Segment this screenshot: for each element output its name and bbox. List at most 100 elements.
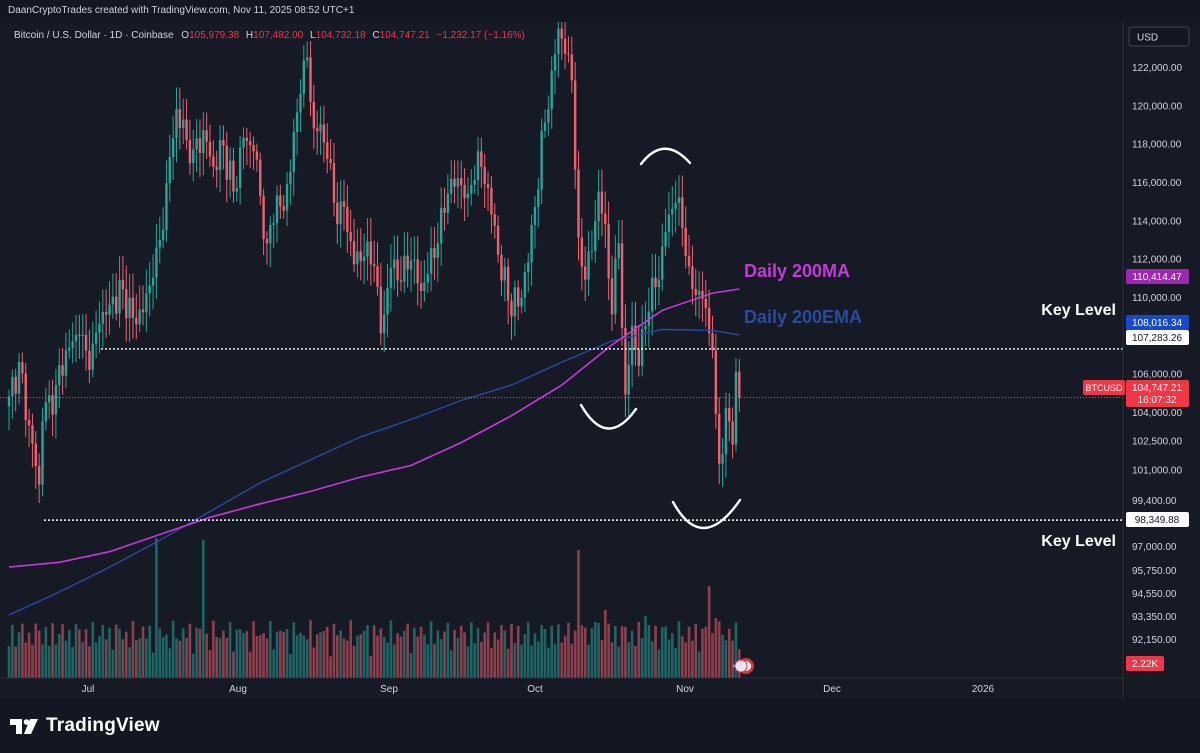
candle-body: [433, 248, 436, 258]
candle-body: [359, 251, 362, 262]
candle-body: [322, 124, 326, 143]
time-axis[interactable]: Jul Aug Sep Oct Nov Dec 2026: [82, 684, 995, 695]
candle-body: [403, 255, 406, 282]
candle-body: [316, 128, 319, 132]
price-tick-label: 101,000.00: [1132, 465, 1182, 476]
volume-bar: [41, 644, 44, 678]
volume-bar: [68, 630, 71, 678]
candle-body: [573, 80, 577, 170]
volume-bar: [346, 640, 349, 678]
ema-price-badge: 108,016.34: [1132, 318, 1182, 329]
volume-bar: [523, 633, 527, 678]
volume-bar: [342, 638, 346, 678]
candle: [550, 56, 553, 129]
volume-bar: [436, 630, 440, 678]
candle-body: [476, 151, 480, 181]
candle: [208, 124, 212, 167]
candle-body: [728, 408, 731, 422]
price-axis[interactable]: 122,000.00 120,000.00 118,000.00 116,000.00…: [1132, 63, 1182, 646]
price-tick-label: 104,000.00: [1132, 408, 1182, 419]
candle-body: [644, 325, 647, 330]
candle-body: [24, 373, 27, 420]
volume-bar: [593, 622, 597, 678]
footer: TradingView: [0, 699, 1200, 753]
volume-bar: [161, 636, 165, 678]
volume-bar: [677, 621, 681, 678]
volume-bar: [654, 625, 657, 678]
volume-bar: [463, 632, 466, 678]
volume-bar: [235, 629, 239, 678]
tradingview-logo[interactable]: TradingView: [10, 715, 160, 737]
volume-bar: [81, 641, 84, 678]
volume-bar: [520, 644, 523, 678]
candle-body: [88, 350, 91, 370]
ma200-annotation: Daily 200MA: [744, 261, 850, 281]
candle-body: [319, 124, 322, 132]
volume-bar: [476, 628, 480, 678]
candle: [249, 131, 252, 168]
volume-bar: [419, 626, 423, 678]
candle: [218, 124, 222, 193]
volume-bar: [376, 635, 379, 678]
volume-bar: [128, 647, 131, 678]
volume-bar: [470, 622, 473, 678]
candle: [275, 185, 279, 243]
volume-bar: [121, 639, 125, 678]
currency-button[interactable]: USD: [1137, 33, 1158, 44]
volume-bar: [118, 628, 121, 678]
candle-body: [704, 298, 707, 308]
volume-bar: [372, 625, 376, 678]
candle-body: [640, 329, 644, 366]
volume-bar: [289, 653, 292, 678]
candle-body: [687, 256, 691, 267]
volume-bar: [332, 623, 336, 678]
candle: [460, 160, 463, 209]
candle-body: [78, 334, 81, 336]
volume-bar: [255, 635, 259, 678]
candle-body: [195, 138, 198, 150]
volume-bar: [356, 635, 359, 678]
candle: [171, 116, 175, 180]
candle: [185, 98, 188, 150]
chart-area[interactable]: Daily 200MA Daily 200EMA Key Level Key L…: [0, 22, 1200, 699]
candle: [121, 256, 125, 310]
candle-body: [610, 278, 614, 315]
candle: [245, 127, 249, 166]
volume-bar: [64, 640, 68, 678]
candle-body: [711, 333, 714, 351]
volume-bar: [607, 623, 610, 678]
candle-body: [607, 224, 610, 279]
price-tick-label: 122,000.00: [1132, 63, 1182, 74]
candle-body: [11, 376, 14, 397]
candle-body: [537, 189, 540, 207]
chart-svg[interactable]: Daily 200MA Daily 200EMA Key Level Key L…: [0, 22, 1200, 699]
candle-body: [188, 139, 192, 164]
candle: [590, 230, 594, 261]
candle-body: [84, 334, 88, 351]
currency-button-bg[interactable]: [1128, 26, 1190, 47]
candle: [610, 255, 614, 331]
candle-body: [128, 297, 131, 319]
candle: [339, 180, 342, 248]
candle: [252, 136, 255, 170]
candle: [413, 236, 416, 285]
candle: [671, 186, 674, 237]
candle: [299, 79, 302, 133]
left-cup-drawing: [579, 403, 638, 430]
volume-bar: [547, 647, 550, 678]
events-icon[interactable]: [733, 658, 754, 674]
candle-body: [362, 256, 366, 262]
candle-body: [64, 350, 68, 376]
candle: [681, 175, 684, 247]
time-tick-label: Aug: [229, 684, 247, 695]
volume-bar: [24, 642, 28, 678]
volume-bar: [459, 625, 463, 678]
candle: [587, 231, 590, 296]
volume-bar: [57, 633, 61, 678]
volume-bar: [533, 633, 537, 678]
candle-body: [714, 350, 718, 414]
candle: [88, 329, 91, 384]
candle-body: [14, 376, 17, 394]
candle: [64, 332, 68, 389]
volume-bar: [671, 633, 674, 678]
